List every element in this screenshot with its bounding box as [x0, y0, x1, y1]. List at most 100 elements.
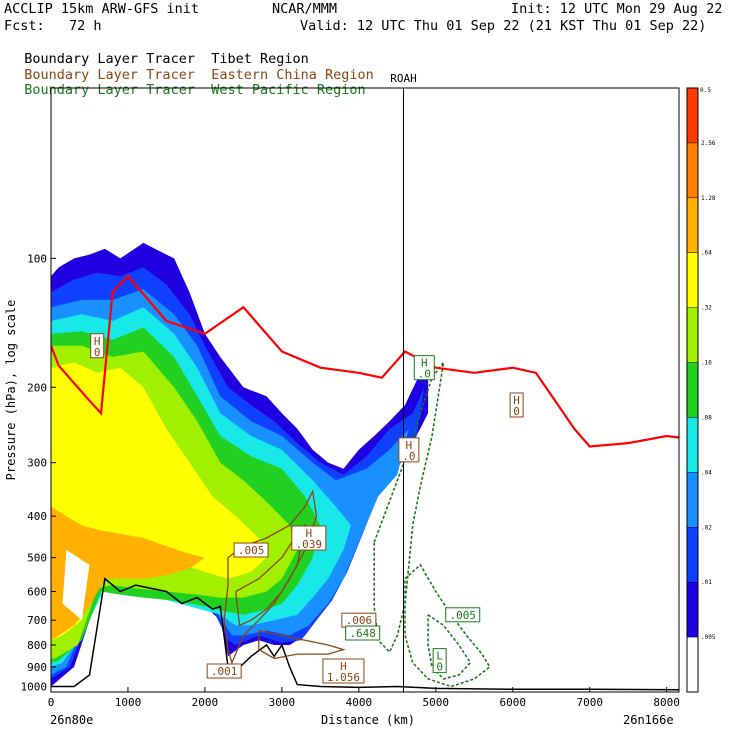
header-forecast: Fcst: 72 h [4, 18, 102, 34]
contour-label-value: 0 [94, 346, 101, 359]
contour-label-kind: L [436, 650, 443, 663]
tracer-fill-layer [51, 242, 429, 687]
legend-west-pacific: Boundary Layer Tracer West Pacific Regio… [8, 66, 366, 98]
contour-label: .648 [345, 625, 381, 641]
colorbar-level-label: .005 [701, 634, 716, 641]
y-tick-label: 700 [27, 614, 47, 627]
x-tick-label: 0 [48, 696, 55, 709]
contour-label-kind: H [406, 439, 413, 452]
contour-label-kind: H [513, 394, 520, 407]
colorbar-swatch [687, 88, 698, 143]
colorbar-frame [686, 87, 699, 693]
plot-frame [50, 87, 680, 693]
x-right-label: 26n166e [623, 713, 674, 727]
colorbar-level-label: .02 [701, 524, 712, 531]
y-tick-label: 200 [27, 381, 47, 394]
colorbar-level-label: .08 [701, 414, 712, 421]
colorbar-level-label: .32 [701, 305, 712, 312]
header-init-model: ACCLIP 15km ARW-GFS init [4, 1, 200, 17]
contour-label: H.0 [398, 437, 420, 463]
colorbar-level-label: .01 [701, 579, 712, 586]
west-pacific-contour [404, 563, 491, 688]
tropopause-line [51, 274, 679, 448]
x-tick-label: 5000 [423, 696, 450, 709]
contour-label-value: .005 [238, 544, 265, 557]
colorbar-level-label: .04 [701, 469, 712, 476]
y-tick-label: 400 [27, 510, 47, 523]
legend-prefix: Boundary Layer Tracer [24, 67, 195, 83]
legend-region-tibet: Tibet Region [211, 51, 309, 67]
contour-label-value: .0 [402, 450, 415, 463]
contour-label-box [345, 625, 381, 641]
contour-label-value: .648 [349, 627, 376, 640]
contour-label-kind: H [306, 527, 313, 540]
contour-label-box [291, 525, 327, 551]
colorbar-swatch [687, 252, 698, 308]
contour-label-value: .039 [296, 538, 323, 551]
contour-label: .005 [233, 542, 269, 558]
header-init-time: Init: 12 UTC Mon 29 Aug 22 [511, 1, 723, 17]
contour-label-box [322, 658, 365, 684]
colorbar-swatch [687, 472, 698, 528]
contour-label: L0 [432, 648, 447, 674]
colorbar-level-label: 2.56 [701, 140, 716, 147]
contour-label-kind: H [340, 660, 347, 673]
y-tick-label: 500 [27, 552, 47, 565]
eastern-china-contour [258, 629, 346, 660]
x-left-label: 26n80e [50, 713, 93, 727]
colorbar-level-label: .16 [701, 360, 712, 367]
contour-label: .001 [206, 663, 242, 679]
colorbar-top-label: 0.5 [700, 87, 711, 94]
contour-label: .005 [445, 607, 481, 623]
contour-label-value: 0 [513, 405, 520, 418]
colorbar-swatch [687, 582, 698, 638]
eastern-china-contour [235, 522, 307, 627]
x-axis-label: Distance (km) [321, 713, 415, 727]
contour-label: H.039 [291, 525, 327, 551]
header-center: NCAR/MMM [272, 1, 338, 17]
contour-label-value: .005 [449, 609, 476, 622]
colorbar-swatch [687, 307, 698, 363]
legend-tibet: Boundary Layer Tracer Tibet Region [8, 35, 309, 67]
contour-label-box [445, 607, 481, 623]
x-tick-label: 1000 [115, 696, 142, 709]
colorbar-swatch [687, 197, 698, 253]
contour-label-box [233, 542, 269, 558]
contour-label-kind: H [421, 357, 428, 370]
contour-label-box [90, 333, 105, 359]
legend-region-west-pacific: West Pacific Region [211, 82, 366, 98]
colorbar-swatch [687, 417, 698, 473]
y-tick-label: 300 [27, 457, 47, 470]
legend-eastern-china: Boundary Layer Tracer Eastern China Regi… [8, 51, 374, 83]
colorbar-swatch [687, 142, 698, 198]
y-axis-label: Pressure (hPa), log scale [4, 300, 18, 481]
colorbar: 0.5 2.56 1.28 .64 .32 .16 .08 .04 .02 .01 .005 [686, 87, 716, 693]
contour-label: .006 [341, 612, 377, 628]
contour-label-kind: H [94, 335, 101, 348]
contour-label-value: .006 [346, 614, 373, 627]
contour-label-box [206, 663, 242, 679]
colorbar-level-label: 1.28 [701, 195, 716, 202]
y-tick-label: 100 [27, 252, 47, 265]
contour-label-box [509, 392, 524, 418]
x-tick-label: 3000 [269, 696, 296, 709]
legend-prefix: Boundary Layer Tracer [24, 51, 195, 67]
contour-label: H0 [90, 333, 105, 359]
y-tick-label: 600 [27, 586, 47, 599]
x-tick-label: 8000 [653, 696, 680, 709]
legend-prefix: Boundary Layer Tracer [24, 82, 195, 98]
contour-label-box [432, 648, 447, 674]
x-tick-label: 6000 [500, 696, 527, 709]
tracer-gap [62, 550, 90, 621]
y-tick-label: 1000 [21, 681, 48, 694]
x-tick-label: 4000 [346, 696, 373, 709]
contour-label-box [398, 437, 420, 463]
colorbar-swatch [687, 362, 698, 418]
contour-label-value: 0 [436, 661, 443, 674]
contour-label: H.0 [413, 355, 435, 381]
colorbar-swatch [687, 527, 698, 583]
contour-label-box [413, 355, 435, 381]
header-valid-time: Valid: 12 UTC Thu 01 Sep 22 (21 KST Thu … [300, 18, 707, 34]
